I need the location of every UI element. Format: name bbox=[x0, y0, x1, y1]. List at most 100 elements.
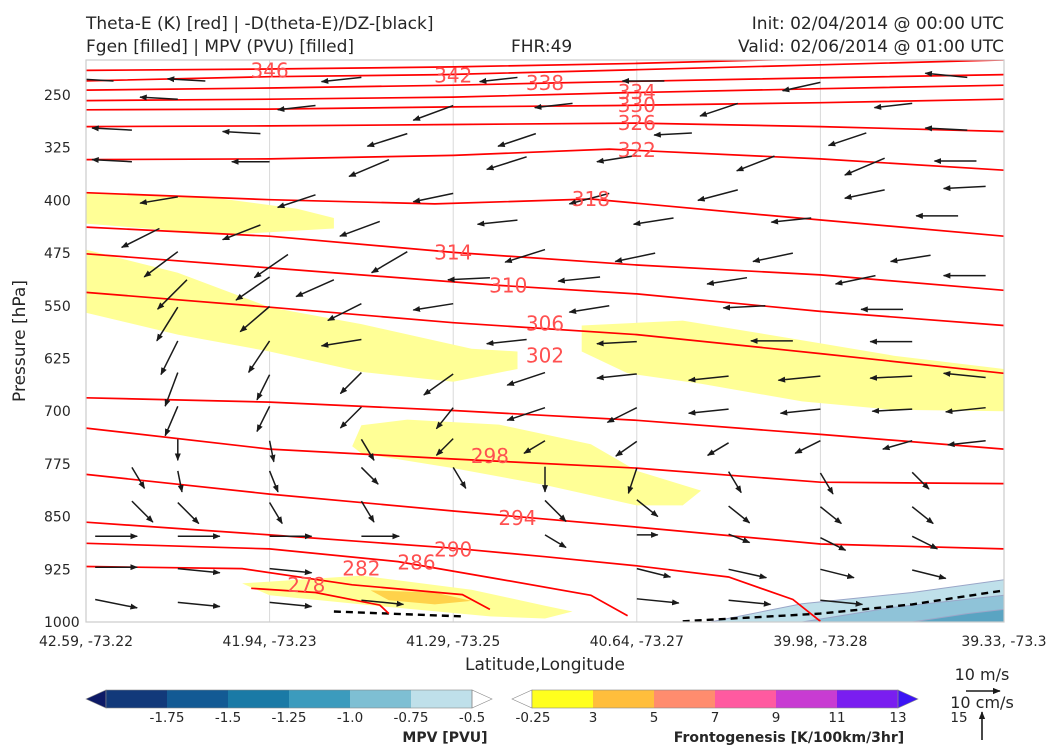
wind-vector bbox=[235, 276, 271, 301]
colorbar-tick-label: 7 bbox=[711, 710, 720, 726]
wind-vector bbox=[256, 374, 271, 401]
plot-frame bbox=[85, 59, 1005, 623]
wind-vector bbox=[360, 466, 379, 485]
wind-vector bbox=[697, 189, 738, 202]
wind-vector bbox=[844, 157, 885, 176]
wind-vector bbox=[412, 104, 454, 121]
wind-vector bbox=[636, 598, 680, 606]
colorbar-segment bbox=[106, 690, 168, 708]
wind-vector bbox=[728, 568, 768, 580]
wind-vector bbox=[627, 467, 638, 495]
theta-e-contour-label: 318 bbox=[572, 187, 610, 211]
theta-e-contour bbox=[86, 148, 1004, 172]
colorbar-tick-label: -0.5 bbox=[459, 710, 485, 726]
y-tick-label: 850 bbox=[44, 510, 71, 526]
theta-e-contour-label: 338 bbox=[526, 71, 564, 95]
x-tick-label: 40.64, -73.27 bbox=[590, 634, 684, 650]
wind-vector bbox=[779, 408, 821, 416]
colorbar-segment bbox=[532, 690, 594, 708]
title-left-line-2: Fgen [filled] | MPV (PVU) [filled] bbox=[86, 37, 355, 57]
colorbar-segment bbox=[228, 690, 290, 708]
wind-vector bbox=[834, 274, 876, 286]
wind-vector bbox=[544, 499, 567, 522]
theta-e-contour-label: 290 bbox=[434, 538, 472, 562]
wind-vector bbox=[636, 567, 672, 579]
x-tick-label: 42.59, -73.22 bbox=[39, 634, 133, 650]
y-tick-label: 550 bbox=[44, 299, 71, 315]
wind-vector bbox=[777, 375, 821, 383]
theta-e-contour-label: 322 bbox=[618, 138, 656, 162]
colorbar-tick-label: -1.75 bbox=[150, 710, 185, 726]
colorbar-tick-label: 13 bbox=[889, 710, 906, 726]
theta-e-contours bbox=[86, 60, 1004, 622]
wind-vector bbox=[614, 252, 656, 264]
wind-vector bbox=[871, 407, 913, 414]
colorbar-segment bbox=[289, 690, 351, 708]
wind-vector bbox=[370, 251, 408, 274]
wind-vector bbox=[820, 599, 864, 607]
wind-vector bbox=[653, 131, 692, 138]
wind-vector bbox=[687, 375, 729, 383]
wind-vector bbox=[794, 440, 821, 454]
wind-vector bbox=[86, 78, 114, 82]
wind-vector bbox=[339, 220, 381, 237]
wind-vector bbox=[157, 279, 188, 310]
wind-vector bbox=[177, 470, 184, 493]
wind-vectors bbox=[86, 70, 986, 610]
theta-e-contour-label: 326 bbox=[618, 111, 656, 135]
ref-horizontal-label: 10 m/s bbox=[955, 665, 1010, 684]
mpv-colorbar: -1.75 -1.5 -1.25 -1.0 -0.75 -0.5 -0.25 bbox=[85, 689, 550, 726]
wind-vector bbox=[596, 154, 637, 164]
wind-vector bbox=[728, 505, 751, 524]
colorbar-segment bbox=[654, 690, 716, 708]
wind-vector bbox=[360, 500, 375, 523]
wind-vector bbox=[164, 405, 179, 437]
wind-vector bbox=[632, 217, 674, 227]
colorbar-extend bbox=[511, 689, 533, 709]
wind-vector bbox=[91, 157, 132, 164]
wind-vector bbox=[412, 302, 454, 312]
wind-vector bbox=[339, 372, 362, 395]
init-time: Init: 02/04/2014 @ 00:00 UTC bbox=[751, 14, 1004, 34]
frontogenesis-colorbar: 3 5 7 9 11 13 15 bbox=[511, 689, 968, 726]
wind-vector bbox=[942, 185, 986, 192]
theta-e-contour-label: 298 bbox=[471, 444, 509, 468]
wind-vector bbox=[636, 499, 659, 518]
colorbar-segment bbox=[837, 690, 899, 708]
theta-e-contour bbox=[86, 291, 1004, 375]
x-tick-label: 41.94, -73.23 bbox=[223, 634, 317, 650]
y-axis-label: Pressure [hPa] bbox=[10, 280, 30, 402]
y-axis-ticks: 250 325 400 475 550 625 700 775 850 925 1000 bbox=[44, 88, 80, 631]
wind-vector bbox=[268, 440, 276, 463]
colorbar-extend bbox=[897, 689, 919, 709]
wind-vector bbox=[423, 373, 454, 396]
colorbar-frame bbox=[105, 689, 473, 709]
wind-vector bbox=[269, 567, 313, 576]
y-tick-label: 775 bbox=[44, 457, 71, 473]
colorbar-tick-label: -1.0 bbox=[337, 710, 363, 726]
wind-vector bbox=[253, 253, 289, 279]
theta-e-contour-label: 334 bbox=[618, 80, 656, 104]
wind-vector bbox=[221, 224, 261, 241]
wind-vector bbox=[596, 340, 637, 347]
colorbar-frame bbox=[531, 689, 899, 709]
wind-vector bbox=[131, 467, 146, 490]
wind-vector bbox=[156, 306, 179, 342]
wind-vector bbox=[295, 279, 335, 298]
wind-vector bbox=[820, 537, 847, 551]
valid-time: Valid: 02/06/2014 @ 01:00 UTC bbox=[738, 37, 1004, 57]
wind-vector bbox=[615, 440, 638, 457]
wind-vector bbox=[770, 217, 812, 225]
theta-e-contour-label: 310 bbox=[489, 273, 527, 297]
wind-vector bbox=[177, 567, 221, 576]
wind-vector bbox=[447, 276, 490, 283]
wind-vector bbox=[504, 248, 546, 264]
wind-vector bbox=[139, 196, 178, 206]
wind-vector bbox=[819, 506, 842, 525]
wind-vector bbox=[486, 156, 527, 171]
wind-vector bbox=[827, 132, 867, 147]
wind-vector bbox=[268, 470, 279, 493]
wind-vector bbox=[882, 439, 913, 451]
theta-e-contour-label: 294 bbox=[498, 506, 536, 530]
